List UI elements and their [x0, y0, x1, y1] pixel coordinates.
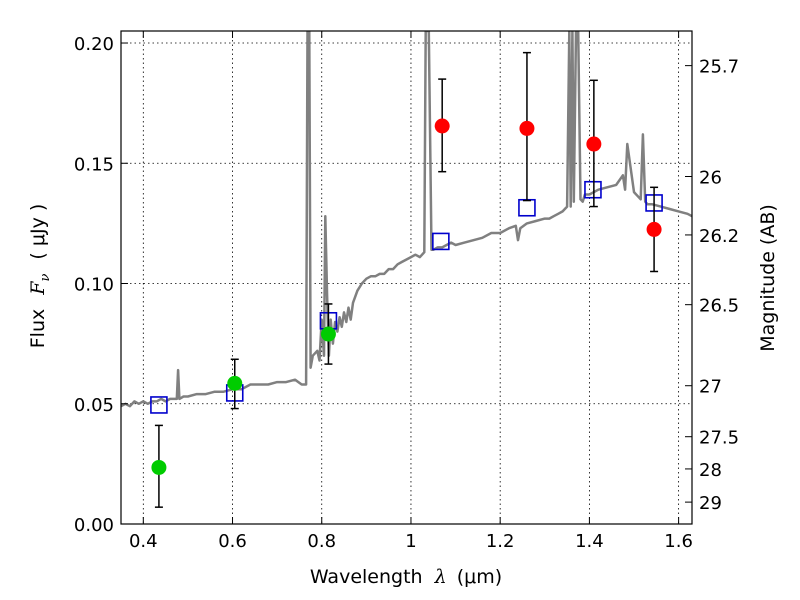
x-tick-label: 0.4 [129, 531, 158, 552]
y2-tick-label: 26.2 [699, 226, 739, 247]
x-tick-label: 1.6 [664, 531, 693, 552]
y2-tick-label: 26 [699, 167, 722, 188]
model-square [518, 198, 536, 217]
y-axis-symbol: F [27, 281, 49, 296]
y2-tick-label: 25.7 [699, 57, 739, 78]
model-square [150, 396, 168, 414]
x-tick-label: 0.8 [307, 531, 336, 552]
y-axis-label: Flux Fν ( μJy ) [27, 204, 54, 349]
x-axis-unit: (μm) [457, 566, 502, 588]
x-tick-label: 1.2 [486, 531, 515, 552]
y-axis-label-prefix: Flux [27, 309, 49, 349]
y-tick-label: 0.15 [74, 154, 114, 175]
y-axis-subscript: ν [38, 274, 53, 282]
x-axis-label-prefix: Wavelength [310, 566, 423, 588]
x-tick-label: 1 [405, 531, 416, 552]
red-point [519, 120, 535, 136]
y-tick-label: 0.10 [74, 275, 114, 296]
plot-frame [120, 30, 693, 525]
y2-tick-label: 29 [699, 493, 722, 514]
y-tick-label: 0.00 [74, 515, 114, 536]
x-axis-symbol: λ [434, 566, 447, 588]
y2-axis-label: Magnitude (AB) [757, 204, 779, 352]
y2-tick-label: 26.5 [699, 296, 739, 317]
green-point [320, 326, 336, 342]
spectrum-layer [121, 31, 692, 408]
spectrum-line [121, 31, 692, 408]
tick-labels: 0.4 0.6 0.8 1 1.2 1.4 1.6 0.00 0.05 0.10 0.15 0.20 2… [74, 34, 739, 552]
y-tick-label: 0.20 [74, 34, 114, 55]
observed-points [151, 51, 662, 508]
green-point [151, 459, 167, 475]
model-square [584, 180, 602, 199]
y2-tick-label: 27 [699, 377, 722, 398]
y-tick-label: 0.05 [74, 395, 114, 416]
y2-tick-label: 27.5 [699, 428, 739, 449]
y2-tick-label: 28 [699, 460, 722, 481]
red-point [646, 221, 662, 237]
y-axis-unit: ( μJy ) [27, 204, 49, 260]
model-square [432, 232, 450, 251]
grid-lines [121, 31, 692, 525]
axis-ticks [121, 31, 692, 525]
green-point [227, 375, 243, 391]
x-axis-label: Wavelength λ (μm) [310, 566, 502, 588]
x-tick-label: 0.6 [218, 531, 247, 552]
red-point [586, 136, 602, 152]
x-tick-label: 1.4 [575, 531, 604, 552]
red-point [434, 118, 450, 134]
model-points [150, 180, 663, 414]
